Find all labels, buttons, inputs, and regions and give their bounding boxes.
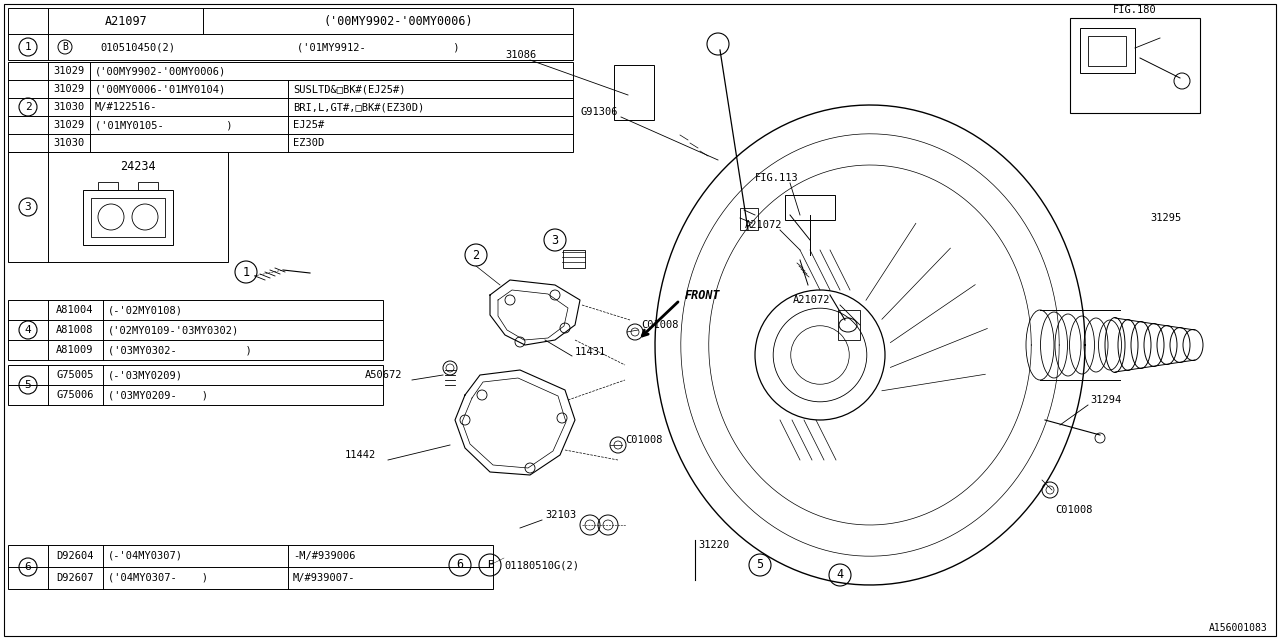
Text: C01008: C01008 xyxy=(1055,505,1093,515)
Text: 1: 1 xyxy=(242,266,250,278)
Bar xyxy=(138,182,157,190)
Bar xyxy=(8,8,573,60)
Bar xyxy=(1070,18,1201,113)
Text: -M/#939006: -M/#939006 xyxy=(293,551,356,561)
Text: A50672: A50672 xyxy=(365,370,402,380)
Text: B: B xyxy=(61,42,68,52)
Text: M/#122516-: M/#122516- xyxy=(95,102,157,112)
Text: 01180510G(2): 01180510G(2) xyxy=(504,560,579,570)
Text: ('04MY0307-    ): ('04MY0307- ) xyxy=(108,573,209,583)
Text: ('03MY0209-    ): ('03MY0209- ) xyxy=(108,390,209,400)
Text: 6: 6 xyxy=(457,559,463,572)
Text: FRONT: FRONT xyxy=(685,289,721,301)
Text: 3: 3 xyxy=(24,202,32,212)
Text: 6: 6 xyxy=(24,562,32,572)
Bar xyxy=(91,198,165,237)
Text: G75005: G75005 xyxy=(56,370,93,380)
Bar xyxy=(8,365,383,405)
Bar xyxy=(1088,36,1126,66)
Text: 5: 5 xyxy=(756,559,764,572)
Text: 32103: 32103 xyxy=(545,510,576,520)
Text: (-'02MY0108): (-'02MY0108) xyxy=(108,305,183,315)
Text: 1: 1 xyxy=(24,42,32,52)
Text: EZ30D: EZ30D xyxy=(293,138,324,148)
Text: ('01MY9912-              ): ('01MY9912- ) xyxy=(297,42,460,52)
Bar xyxy=(740,208,758,230)
Bar xyxy=(8,152,228,262)
Text: 11442: 11442 xyxy=(346,450,376,460)
Bar xyxy=(83,190,173,245)
Bar xyxy=(99,182,118,190)
Bar xyxy=(838,310,860,340)
Text: C01008: C01008 xyxy=(625,435,663,445)
Text: A21072: A21072 xyxy=(794,295,831,305)
Text: 31294: 31294 xyxy=(1091,395,1121,405)
Text: (-'04MY0307): (-'04MY0307) xyxy=(108,551,183,561)
Text: 31220: 31220 xyxy=(698,540,730,550)
Text: 31029: 31029 xyxy=(54,66,84,76)
Text: ('00MY9902-'00MY0006): ('00MY9902-'00MY0006) xyxy=(323,15,472,28)
Text: 31086: 31086 xyxy=(506,50,536,60)
Text: A81004: A81004 xyxy=(56,305,93,315)
Text: SUSLTD&□BK#(EJ25#): SUSLTD&□BK#(EJ25#) xyxy=(293,84,406,94)
Text: 31029: 31029 xyxy=(54,120,84,130)
Text: FIG.113: FIG.113 xyxy=(755,173,799,183)
Text: 31030: 31030 xyxy=(54,102,84,112)
Bar xyxy=(1080,28,1135,73)
Text: ('03MY0302-           ): ('03MY0302- ) xyxy=(108,345,252,355)
Bar xyxy=(563,250,585,268)
Text: D92604: D92604 xyxy=(56,551,93,561)
Text: 010510450(2): 010510450(2) xyxy=(101,42,175,52)
Text: (-'03MY0209): (-'03MY0209) xyxy=(108,370,183,380)
Text: G91306: G91306 xyxy=(580,107,617,117)
Bar xyxy=(8,300,383,360)
Text: ('01MY0105-          ): ('01MY0105- ) xyxy=(95,120,233,130)
Text: B: B xyxy=(486,560,493,570)
Text: 3: 3 xyxy=(552,234,558,246)
Text: 31030: 31030 xyxy=(54,138,84,148)
Text: ('00MY0006-'01MY0104): ('00MY0006-'01MY0104) xyxy=(95,84,227,94)
Text: 2: 2 xyxy=(24,102,32,112)
Text: EJ25#: EJ25# xyxy=(293,120,324,130)
Text: A81009: A81009 xyxy=(56,345,93,355)
Text: ('02MY0109-'03MY0302): ('02MY0109-'03MY0302) xyxy=(108,325,239,335)
Text: 4: 4 xyxy=(836,568,844,582)
Text: C01008: C01008 xyxy=(641,320,678,330)
Bar xyxy=(614,65,654,120)
Text: A81008: A81008 xyxy=(56,325,93,335)
Text: G75006: G75006 xyxy=(56,390,93,400)
Text: 11431: 11431 xyxy=(575,347,607,357)
Bar xyxy=(8,62,573,152)
Text: A21072: A21072 xyxy=(745,220,782,230)
Text: 31295: 31295 xyxy=(1149,213,1181,223)
Text: ('00MY9902-'00MY0006): ('00MY9902-'00MY0006) xyxy=(95,66,227,76)
Text: 4: 4 xyxy=(24,325,32,335)
Bar xyxy=(8,545,493,589)
Text: D92607: D92607 xyxy=(56,573,93,583)
Text: 5: 5 xyxy=(24,380,32,390)
Text: A156001083: A156001083 xyxy=(1210,623,1268,633)
Text: BRI,L,GT#,□BK#(EZ30D): BRI,L,GT#,□BK#(EZ30D) xyxy=(293,102,424,112)
Text: M/#939007-: M/#939007- xyxy=(293,573,356,583)
Bar xyxy=(785,195,835,220)
Text: FIG.180: FIG.180 xyxy=(1114,5,1157,15)
Text: A21097: A21097 xyxy=(105,15,147,28)
Text: 2: 2 xyxy=(472,248,480,262)
Text: 31029: 31029 xyxy=(54,84,84,94)
Text: 24234: 24234 xyxy=(120,159,156,173)
